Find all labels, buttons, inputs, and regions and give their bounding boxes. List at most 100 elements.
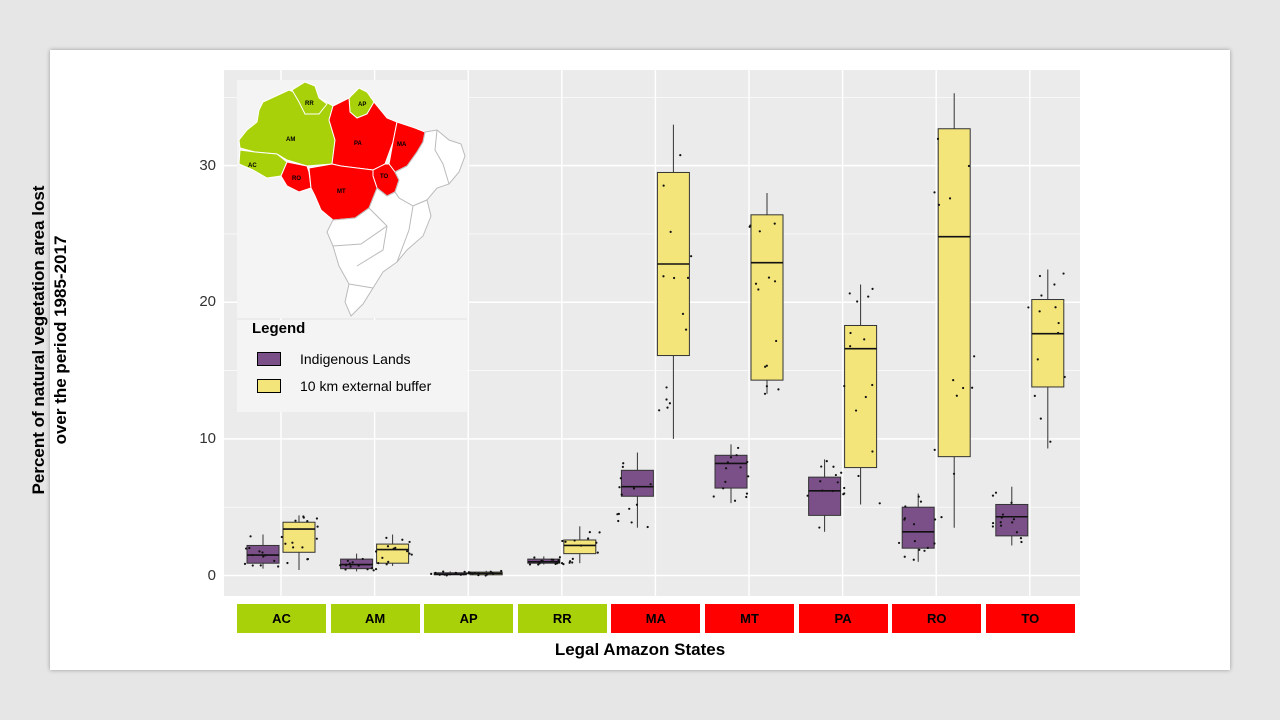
box-buffer-ac [282,515,316,571]
y-tick-label: 0 [207,566,216,584]
brazil-inset-map: RR AP AM PA MA AC RO TO MT [237,80,468,318]
data-point [818,526,821,529]
data-point [377,561,380,565]
data-point [690,255,693,258]
data-point [923,549,926,552]
data-point [243,562,247,565]
legend-label-buffer: 10 km external buffer [300,378,432,394]
data-point [595,541,598,544]
data-point [857,474,860,478]
data-point [684,328,688,331]
data-point [381,556,384,559]
data-point [820,465,823,468]
data-point [346,559,349,562]
state-label-ro: RO [892,604,982,633]
data-point [749,224,752,227]
data-point [819,480,822,483]
data-point [666,406,669,409]
data-point [843,486,846,490]
box-indigenous-pa [808,459,842,532]
y-tick-label: 30 [199,156,216,174]
data-point [764,365,767,368]
box-indigenous-ro [901,493,935,562]
data-point [622,462,625,465]
jitter-points [243,137,1066,577]
data-point [948,197,952,200]
data-point [555,562,559,565]
data-point [1057,331,1060,335]
data-point [618,486,621,489]
data-point [302,515,305,518]
data-point [665,386,668,389]
data-point [918,548,921,551]
data-point [726,461,729,464]
data-point [361,557,364,561]
data-point [831,489,834,493]
data-point [903,517,907,520]
data-point [580,544,583,547]
data-point [806,494,809,497]
box-body [376,543,410,564]
data-point [952,379,955,382]
data-point [541,559,544,562]
data-point [745,495,748,499]
data-point [430,572,433,575]
map-label-to: TO [380,174,389,180]
box-body [808,476,842,516]
box-indigenous-rr [527,556,561,565]
box-series [246,93,1065,576]
data-point [473,571,476,575]
data-point [773,222,776,225]
data-point [357,564,360,567]
data-point [406,550,409,553]
data-point [773,280,777,283]
data-point [936,137,940,140]
data-point [632,487,636,490]
data-point [767,276,771,279]
data-point [658,409,661,412]
data-point [937,203,941,206]
y-axis-title: Percent of natural vegetation area lost … [28,160,72,520]
data-point [598,531,601,534]
state-label-to: TO [985,604,1075,633]
data-point [344,568,347,571]
data-point [251,564,254,567]
data-point [1010,501,1013,504]
data-point [489,570,492,573]
data-point [991,525,995,528]
data-point [259,564,262,567]
data-point [617,519,620,523]
data-point [668,402,672,405]
map-state-rr [291,81,328,115]
data-point [306,520,309,523]
data-point [722,487,725,490]
data-point [619,477,622,480]
data-point [561,539,564,543]
data-point [366,568,369,571]
data-point [1054,306,1057,309]
data-point [301,546,304,549]
data-point [628,507,631,510]
data-point [843,384,846,388]
data-point [1015,531,1019,534]
state-label-rr: RR [517,604,607,633]
box-body [995,503,1029,537]
box-body [937,128,971,458]
box-indigenous-ma [620,452,654,528]
data-point [849,331,852,335]
data-point [616,513,619,516]
state-label-ac: AC [237,604,326,633]
y-axis-title-line2: over the period 1985-2017 [51,235,70,445]
data-point [635,503,639,506]
data-point [1039,417,1042,420]
data-point [724,480,727,483]
data-point [294,519,297,522]
legend: Legend Indigenous Lands 10 km external b… [237,320,467,412]
data-point [401,538,404,541]
data-point [999,524,1003,527]
data-point [248,546,251,550]
data-point [912,523,916,526]
data-point [573,539,576,542]
legend-swatch-buffer [257,379,281,393]
data-point [528,563,532,566]
